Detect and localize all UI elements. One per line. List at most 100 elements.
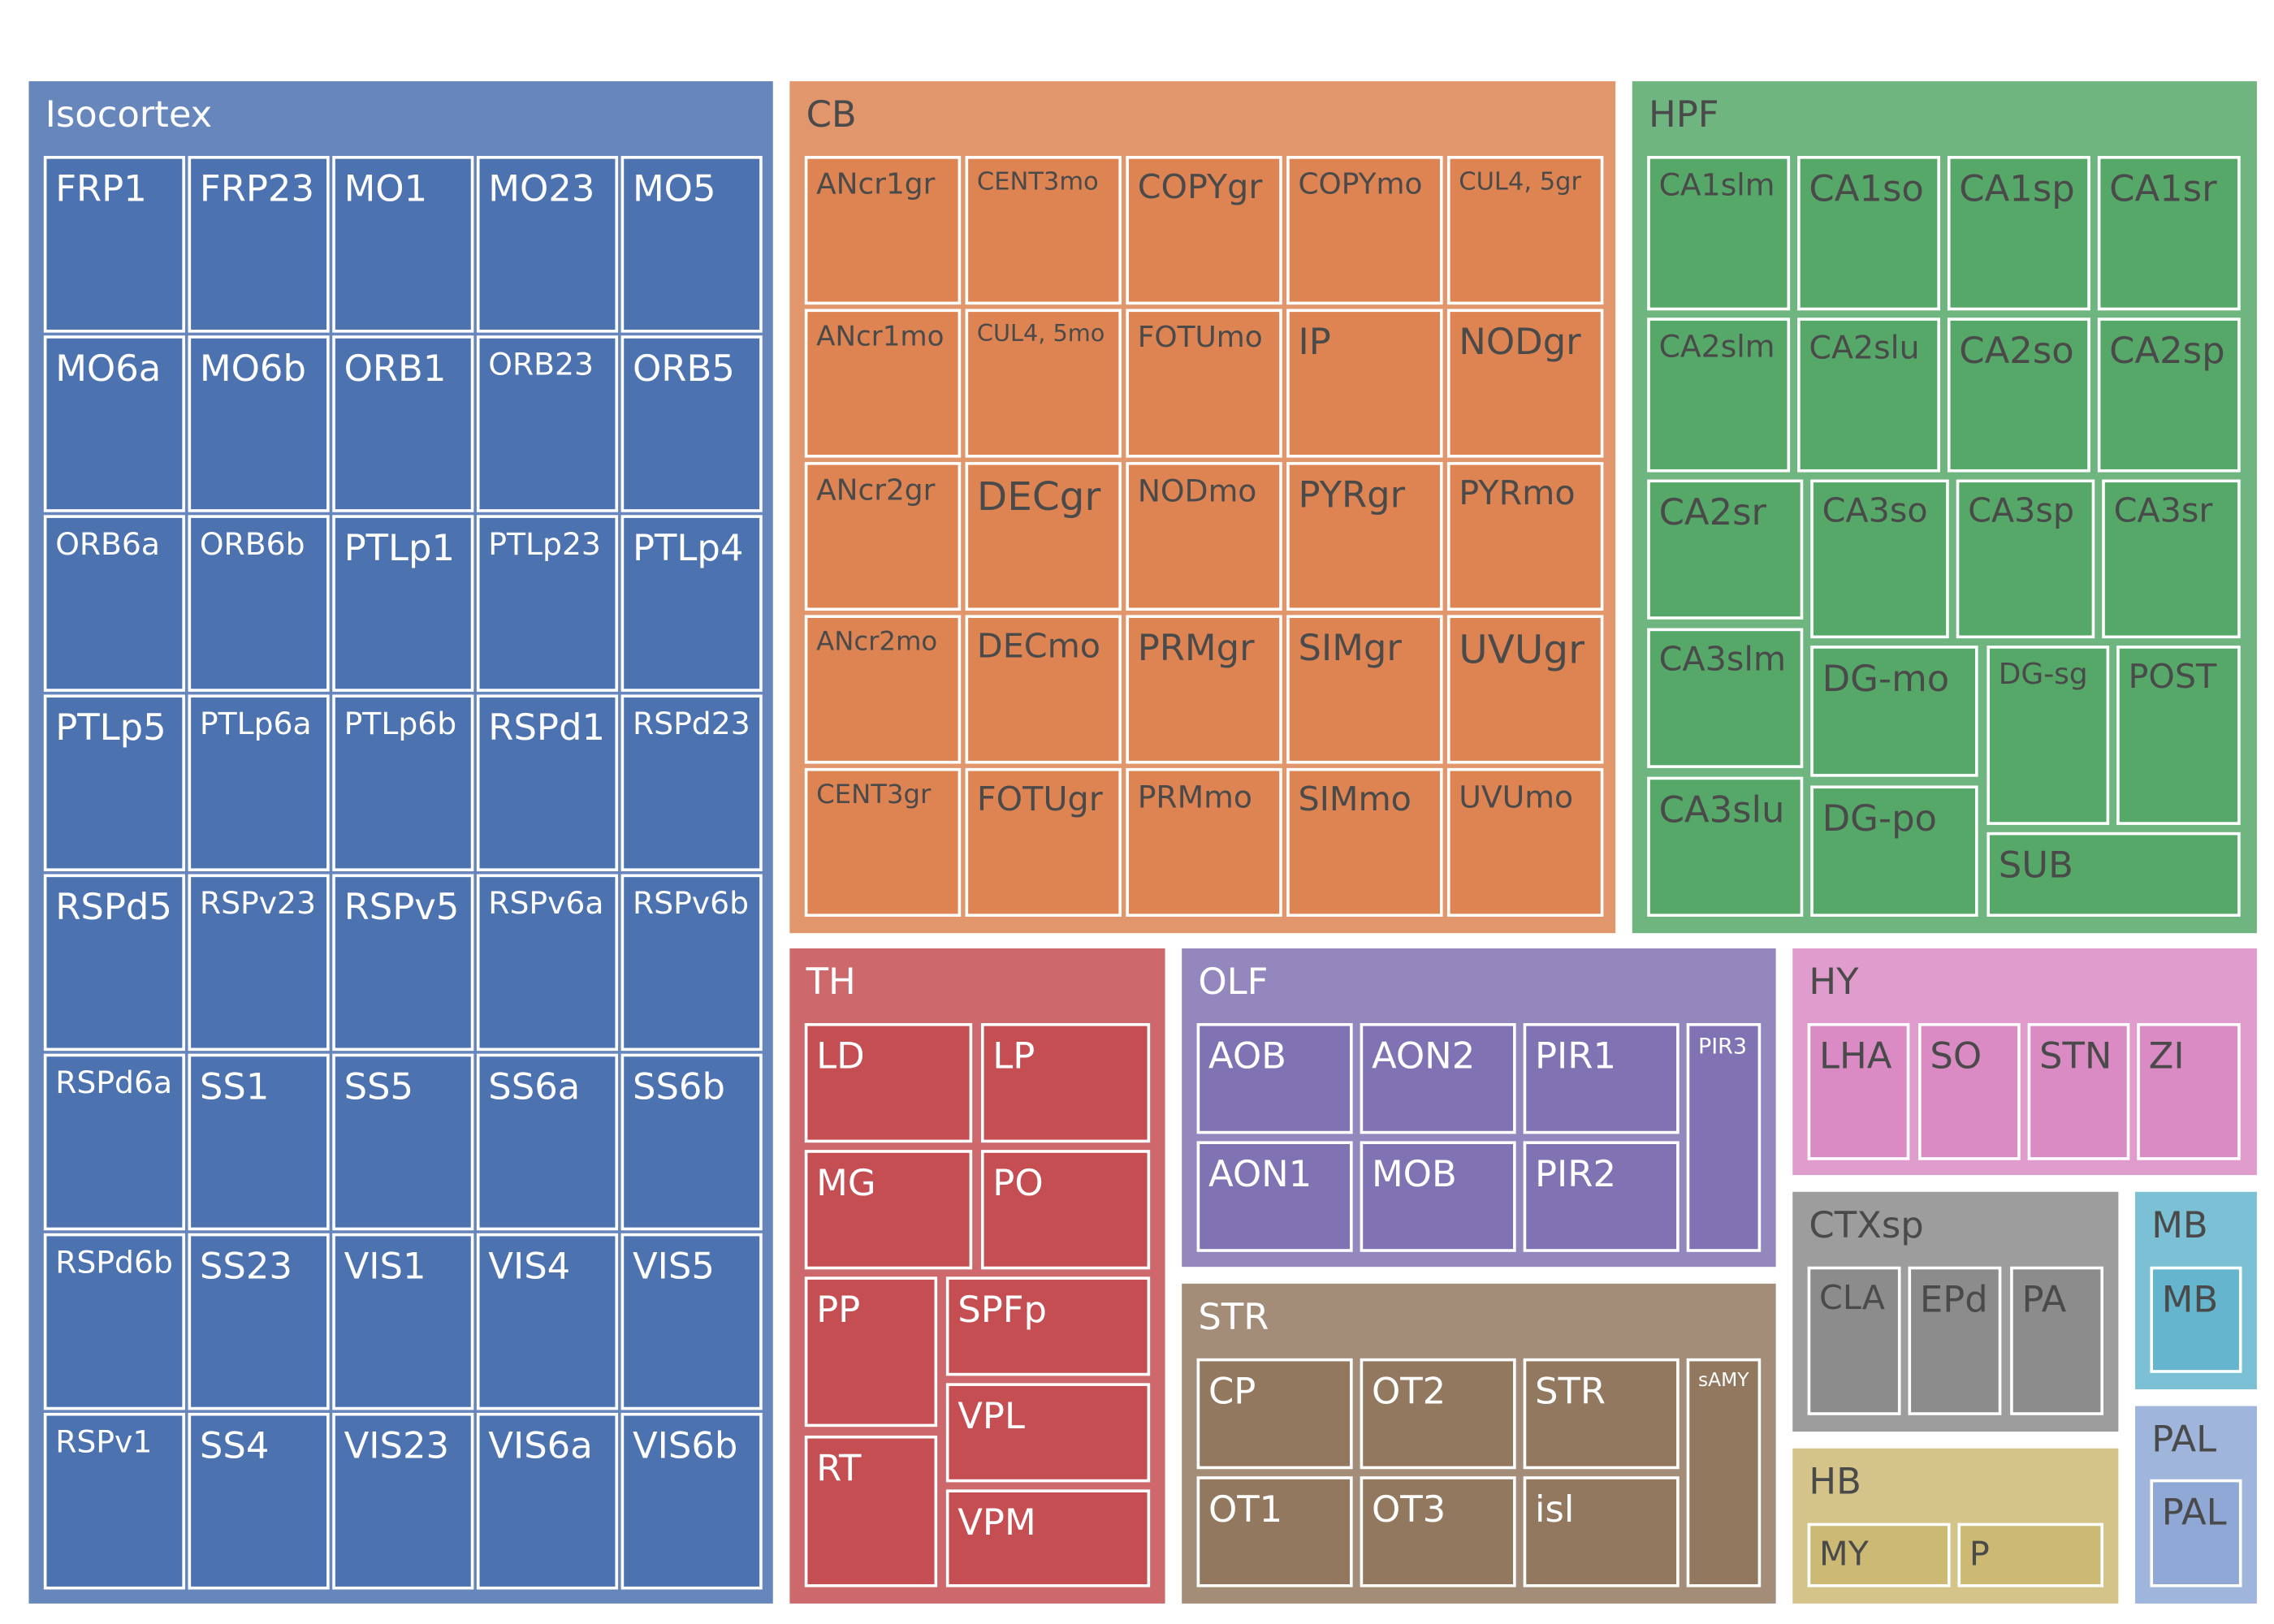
leaf-hy-stn[interactable]	[2027, 1023, 2130, 1160]
leaf-isocortex-rspv5[interactable]	[332, 874, 474, 1052]
leaf-olf-mob[interactable]	[1360, 1141, 1516, 1252]
leaf-isocortex-rspd6a[interactable]	[43, 1053, 185, 1231]
leaf-hpf-ca1sp[interactable]	[1947, 156, 2090, 311]
leaf-cb-decmo[interactable]	[965, 615, 1122, 764]
leaf-isocortex-frp23[interactable]	[188, 156, 330, 333]
leaf-hpf-ca2slu[interactable]	[1797, 317, 1940, 473]
leaf-isocortex-vis6b[interactable]	[620, 1412, 763, 1590]
leaf-hpf-ca2sp[interactable]	[2097, 317, 2241, 473]
leaf-th-pp[interactable]	[804, 1276, 938, 1427]
leaf-th-po[interactable]	[980, 1150, 1151, 1270]
leaf-isocortex-rspv6a[interactable]	[476, 874, 619, 1052]
leaf-hpf-ca2slm[interactable]	[1647, 317, 1791, 473]
leaf-isocortex-vis23[interactable]	[332, 1412, 474, 1590]
leaf-hpf-ca3slu[interactable]	[1647, 776, 1804, 917]
leaf-cb-decgr[interactable]	[965, 461, 1122, 611]
leaf-isocortex-ptlp1[interactable]	[332, 515, 474, 692]
leaf-hpf-ca3sp[interactable]	[1956, 479, 2095, 639]
leaf-str-ot2[interactable]	[1360, 1358, 1516, 1470]
leaf-isocortex-mo5[interactable]	[620, 156, 763, 333]
leaf-cb-nodgr[interactable]	[1446, 309, 1604, 458]
leaf-isocortex-orb5[interactable]	[620, 335, 763, 512]
leaf-isocortex-rspd23[interactable]	[620, 694, 763, 871]
leaf-isocortex-ptlp6b[interactable]	[332, 694, 474, 871]
leaf-pal-pal[interactable]	[2150, 1479, 2242, 1587]
leaf-th-mg[interactable]	[804, 1150, 973, 1270]
leaf-th-vpm[interactable]	[945, 1489, 1151, 1587]
leaf-isocortex-rspd1[interactable]	[476, 694, 619, 871]
leaf-isocortex-vis4[interactable]	[476, 1233, 619, 1410]
leaf-hpf-dg-mo[interactable]	[1810, 646, 1978, 777]
leaf-olf-aon1[interactable]	[1196, 1141, 1353, 1252]
leaf-th-ld[interactable]	[804, 1023, 973, 1143]
leaf-isocortex-rspd6b[interactable]	[43, 1233, 185, 1410]
leaf-cb-prmgr[interactable]	[1126, 615, 1282, 764]
leaf-mb-mb[interactable]	[2150, 1266, 2242, 1373]
leaf-hpf-ca3sr[interactable]	[2102, 479, 2241, 639]
leaf-cb-uvugr[interactable]	[1446, 615, 1604, 764]
leaf-isocortex-ss23[interactable]	[188, 1233, 330, 1410]
leaf-cb-ancr1mo[interactable]	[804, 309, 962, 458]
leaf-str-ot3[interactable]	[1360, 1476, 1516, 1587]
leaf-isocortex-vis5[interactable]	[620, 1233, 763, 1410]
leaf-isocortex-ptlp4[interactable]	[620, 515, 763, 692]
leaf-ctxsp-epd[interactable]	[1908, 1266, 2002, 1415]
leaf-hpf-dg-po[interactable]	[1810, 785, 1978, 917]
leaf-cb-simgr[interactable]	[1286, 615, 1443, 764]
leaf-olf-aon2[interactable]	[1360, 1023, 1516, 1134]
leaf-isocortex-ptlp23[interactable]	[476, 515, 619, 692]
leaf-cb-ancr1gr[interactable]	[804, 156, 962, 305]
leaf-hpf-ca1sr[interactable]	[2097, 156, 2241, 311]
leaf-cb-cul4-5gr[interactable]	[1446, 156, 1604, 305]
leaf-hpf-ca2sr[interactable]	[1647, 479, 1804, 620]
leaf-cb-cent3mo[interactable]	[965, 156, 1122, 305]
leaf-hb-my[interactable]	[1807, 1522, 1951, 1587]
leaf-isocortex-ss6a[interactable]	[476, 1053, 619, 1231]
leaf-cb-prmmo[interactable]	[1126, 767, 1282, 917]
leaf-isocortex-orb6b[interactable]	[188, 515, 330, 692]
leaf-hpf-ca1so[interactable]	[1797, 156, 1940, 311]
leaf-isocortex-rspv6b[interactable]	[620, 874, 763, 1052]
leaf-isocortex-ss1[interactable]	[188, 1053, 330, 1231]
leaf-cb-uvumo[interactable]	[1446, 767, 1604, 917]
leaf-th-spfp[interactable]	[945, 1276, 1151, 1376]
leaf-hpf-post[interactable]	[2116, 646, 2241, 825]
leaf-isocortex-ptlp6a[interactable]	[188, 694, 330, 871]
leaf-hy-lha[interactable]	[1807, 1023, 1910, 1160]
leaf-isocortex-orb1[interactable]	[332, 335, 474, 512]
leaf-olf-pir2[interactable]	[1523, 1141, 1680, 1252]
leaf-cb-copymo[interactable]	[1286, 156, 1443, 305]
leaf-olf-aob[interactable]	[1196, 1023, 1353, 1134]
leaf-th-rt[interactable]	[804, 1435, 938, 1587]
leaf-olf-pir1[interactable]	[1523, 1023, 1680, 1134]
leaf-hpf-sub[interactable]	[1987, 831, 2241, 917]
leaf-isocortex-orb6a[interactable]	[43, 515, 185, 692]
leaf-cb-fotugr[interactable]	[965, 767, 1122, 917]
leaf-isocortex-rspd5[interactable]	[43, 874, 185, 1052]
leaf-cb-cent3gr[interactable]	[804, 767, 962, 917]
leaf-cb-ancr2gr[interactable]	[804, 461, 962, 611]
leaf-isocortex-mo6a[interactable]	[43, 335, 185, 512]
leaf-ctxsp-cla[interactable]	[1807, 1266, 1901, 1415]
leaf-cb-fotumo[interactable]	[1126, 309, 1282, 458]
leaf-str-cp[interactable]	[1196, 1358, 1353, 1470]
leaf-str-str[interactable]	[1523, 1358, 1680, 1470]
leaf-hpf-dg-sg[interactable]	[1987, 646, 2110, 825]
leaf-cb-copygr[interactable]	[1126, 156, 1282, 305]
leaf-isocortex-ss4[interactable]	[188, 1412, 330, 1590]
leaf-str-samy[interactable]	[1686, 1358, 1762, 1587]
leaf-isocortex-frp1[interactable]	[43, 156, 185, 333]
leaf-isocortex-rspv23[interactable]	[188, 874, 330, 1052]
leaf-hy-zi[interactable]	[2137, 1023, 2241, 1160]
leaf-cb-ancr2mo[interactable]	[804, 615, 962, 764]
leaf-hb-p[interactable]	[1957, 1522, 2103, 1587]
leaf-ctxsp-pa[interactable]	[2010, 1266, 2104, 1415]
leaf-olf-pir3[interactable]	[1686, 1023, 1762, 1252]
leaf-isocortex-mo6b[interactable]	[188, 335, 330, 512]
leaf-isocortex-ss5[interactable]	[332, 1053, 474, 1231]
leaf-cb-cul4-5mo[interactable]	[965, 309, 1122, 458]
leaf-isocortex-orb23[interactable]	[476, 335, 619, 512]
leaf-isocortex-rspv1[interactable]	[43, 1412, 185, 1590]
leaf-th-lp[interactable]	[980, 1023, 1151, 1143]
leaf-isocortex-mo1[interactable]	[332, 156, 474, 333]
